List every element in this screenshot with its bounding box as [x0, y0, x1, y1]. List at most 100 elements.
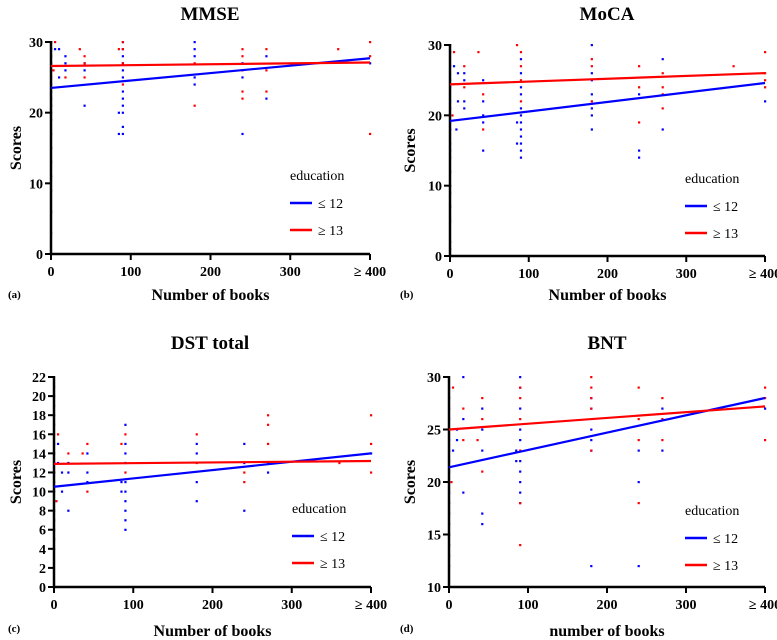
y-tick-label: 20 — [29, 107, 43, 122]
data-point — [519, 65, 523, 68]
data-point — [369, 41, 372, 44]
data-point — [193, 41, 196, 44]
data-point — [67, 452, 70, 455]
data-point — [455, 439, 459, 442]
data-point — [121, 76, 124, 79]
data-point — [243, 481, 246, 484]
data-point — [81, 452, 84, 455]
data-point — [515, 449, 518, 452]
data-point — [193, 76, 196, 79]
data-point — [482, 128, 485, 131]
data-point — [120, 442, 123, 446]
data-point — [64, 76, 67, 79]
data-point — [638, 65, 641, 68]
data-point — [590, 72, 593, 75]
data-point — [455, 128, 458, 131]
data-point — [120, 481, 123, 484]
data-point — [519, 149, 523, 152]
data-point — [590, 44, 593, 47]
data-point — [661, 107, 664, 110]
data-point — [661, 418, 664, 421]
data-point — [519, 428, 522, 431]
y-tick-label: 30 — [29, 36, 43, 51]
data-point — [121, 97, 124, 100]
data-point — [661, 86, 664, 89]
legend-label: ≥ 13 — [713, 559, 738, 574]
data-point — [56, 433, 60, 436]
y-tick-label: 10 — [32, 486, 46, 501]
data-point — [519, 470, 522, 473]
data-point — [265, 55, 268, 58]
data-point — [86, 481, 89, 484]
data-point — [481, 428, 484, 431]
data-point — [590, 449, 593, 452]
data-point — [638, 93, 641, 96]
panel-tag: (b) — [400, 289, 414, 301]
data-point — [370, 452, 373, 455]
data-point — [590, 128, 593, 131]
data-point — [637, 418, 640, 421]
data-point — [456, 72, 460, 75]
y-tick-label: 22 — [32, 371, 46, 386]
data-point — [121, 69, 124, 72]
data-point — [638, 121, 641, 124]
x-tick-label: 0 — [51, 598, 58, 613]
data-point — [121, 125, 124, 128]
data-point — [124, 481, 127, 484]
data-point — [83, 55, 86, 58]
legend: education ≤ 12 ≥ 13 — [685, 172, 739, 242]
chart-title: DST total — [171, 333, 249, 354]
x-tick-label: ≥ 400 — [355, 598, 387, 613]
data-point — [265, 97, 268, 100]
data-point — [121, 104, 124, 107]
legend-title: education — [290, 169, 344, 184]
data-point — [481, 407, 484, 410]
data-point — [590, 114, 593, 117]
data-point — [265, 90, 268, 93]
data-point — [482, 121, 485, 124]
fit-line-high-education — [449, 72, 766, 86]
data-point — [241, 48, 244, 51]
panel-tag: (d) — [400, 623, 414, 635]
data-point — [121, 41, 124, 44]
data-point — [590, 58, 593, 61]
data-point — [121, 132, 124, 136]
x-axis-label: number of books — [549, 623, 664, 640]
legend-label: ≥ 13 — [320, 557, 345, 572]
data-point — [590, 397, 593, 400]
data-point — [661, 58, 664, 61]
data-point — [117, 132, 120, 136]
data-point — [764, 407, 767, 410]
y-tick-label: 20 — [32, 390, 46, 405]
chart-title: MoCA — [580, 4, 635, 25]
y-tick-label: 4 — [39, 543, 46, 558]
data-point — [370, 442, 373, 446]
data-point — [590, 376, 593, 379]
data-point — [481, 523, 484, 526]
panel-tag: (c) — [8, 623, 21, 635]
data-point — [764, 79, 767, 82]
x-tick-label: 200 — [597, 598, 618, 613]
data-point — [124, 423, 127, 426]
data-point — [463, 72, 466, 75]
data-point — [764, 86, 767, 89]
data-point — [53, 48, 57, 51]
data-point — [193, 55, 196, 58]
data-point — [117, 111, 120, 114]
data-point — [637, 386, 640, 389]
x-tick-label: 200 — [597, 267, 618, 282]
x-axis-label: Number of books — [154, 623, 272, 640]
data-point — [519, 156, 523, 159]
data-point — [515, 44, 519, 47]
chart-title: MMSE — [180, 4, 239, 25]
data-point — [241, 55, 244, 58]
data-point — [661, 72, 664, 75]
data-point — [241, 76, 244, 79]
x-axis-label: Number of books — [549, 287, 667, 304]
data-point — [661, 407, 664, 410]
data-point — [121, 62, 124, 65]
data-point — [590, 386, 593, 389]
data-point — [519, 460, 522, 463]
data-point — [519, 79, 523, 82]
x-tick-label: 300 — [676, 598, 697, 613]
